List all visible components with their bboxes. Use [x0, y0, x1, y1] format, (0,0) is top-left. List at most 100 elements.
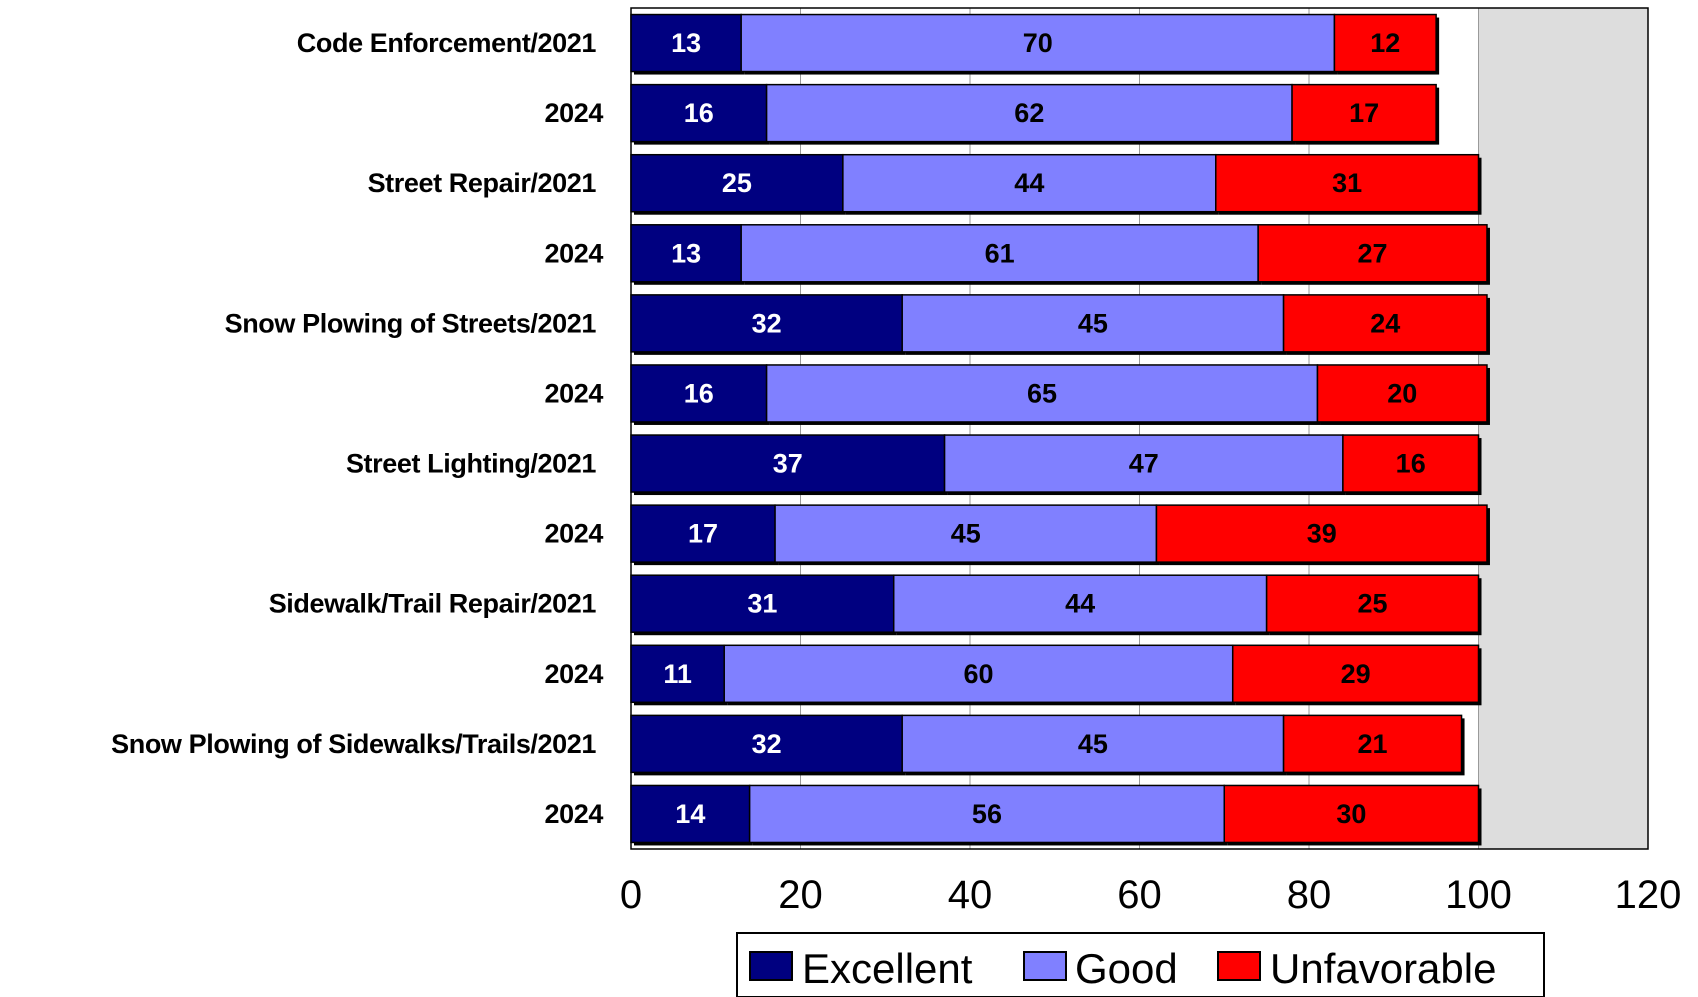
x-tick-label: 40: [948, 873, 993, 917]
plot-area-secondary: [1478, 8, 1648, 849]
category-label: Sidewalk/Trail Repair/2021: [269, 589, 597, 619]
bar-data-label: 45: [951, 519, 981, 549]
category-label: 2024: [545, 519, 604, 549]
bar-segment-unfavorable: [1333, 13, 1437, 73]
plot-area-primary: [631, 8, 1479, 849]
legend-swatch-good: [1023, 951, 1067, 981]
bars: [630, 13, 1490, 846]
bar-segment-excellent: [630, 574, 895, 633]
bar-data-label: 27: [1358, 238, 1388, 268]
bar-data-label: 30: [1336, 799, 1366, 829]
category-label: 2024: [545, 378, 604, 408]
bar-data-label: 17: [688, 519, 718, 549]
bar-segment-excellent: [630, 13, 742, 73]
category-label: 2024: [545, 238, 604, 268]
bar-segment-good: [901, 294, 1285, 353]
bar-data-label: 29: [1341, 659, 1371, 689]
category-label: 2024: [545, 799, 604, 829]
bar-data-label: 44: [1014, 168, 1044, 198]
category-label: Street Repair/2021: [368, 168, 597, 198]
bar-data-label: 13: [671, 28, 701, 58]
bar-data-label: 37: [773, 449, 803, 479]
gridlines: [630, 7, 1649, 850]
bar-data-label: 31: [1332, 168, 1362, 198]
bar-data-label: 45: [1078, 308, 1108, 338]
category-label: 2024: [545, 98, 604, 128]
x-tick-label: 20: [778, 873, 823, 917]
legend-swatch-excellent: [749, 951, 793, 981]
bar-segment-unfavorable: [1265, 574, 1480, 633]
bar-segment-excellent: [630, 294, 903, 353]
category-label: Street Lighting/2021: [346, 449, 596, 479]
bar-segment-unfavorable: [1257, 224, 1488, 283]
bar-data-label: 61: [985, 238, 1015, 268]
bar-segment-unfavorable: [1291, 83, 1437, 143]
bar-data-label: 11: [663, 659, 692, 689]
bar-data-label: 25: [722, 168, 752, 198]
x-tick-label: 100: [1445, 873, 1512, 917]
bar-segment-good: [765, 83, 1293, 143]
bar-data-label: 39: [1307, 519, 1337, 549]
bar-segment-good: [765, 364, 1319, 423]
plot-border: [630, 7, 1649, 850]
x-tick-label: 0: [620, 873, 642, 917]
plot-area: [631, 8, 1648, 849]
bar-data-label: 17: [1349, 98, 1379, 128]
bar-data-label: 16: [684, 98, 714, 128]
bar-data-label: 24: [1370, 308, 1400, 338]
legend-label-unfavorable: Unfavorable: [1270, 945, 1496, 992]
bar-segment-excellent: [630, 434, 946, 493]
bar-segment-excellent: [630, 153, 844, 213]
legend-swatch-unfavorable: [1217, 951, 1261, 981]
category-labels: Code Enforcement/2021 2024 Street Repair/2…: [111, 28, 604, 829]
bar-segment-excellent: [630, 83, 768, 143]
category-label: Snow Plowing of Streets/2021: [225, 308, 597, 338]
bar-data-label: 25: [1358, 589, 1388, 619]
bar-segment-good: [943, 434, 1344, 493]
bar-segment-unfavorable: [1155, 504, 1488, 563]
bar-data-label: 13: [671, 238, 701, 268]
bar-segment-excellent: [630, 784, 751, 844]
category-label: Snow Plowing of Sidewalks/Trails/2021: [111, 729, 596, 759]
legend-label-good: Good: [1075, 945, 1178, 992]
bar-segment-good: [901, 714, 1285, 774]
legend: Excellent Good Unfavorable: [736, 932, 1545, 997]
x-tick-label: 120: [1615, 873, 1682, 917]
category-label: Code Enforcement/2021: [297, 28, 597, 58]
bar-data-label: 44: [1065, 589, 1095, 619]
bar-segment-unfavorable: [1282, 714, 1463, 774]
bar-segment-unfavorable: [1282, 294, 1488, 353]
bar-data-label: 56: [972, 799, 1002, 829]
bar-data-label: 70: [1023, 28, 1053, 58]
bar-segment-excellent: [630, 504, 776, 563]
bar-data-label: 14: [675, 799, 705, 829]
x-axis-tick-labels: 0 20 40 60 80 100 120: [620, 873, 1682, 917]
bar-segment-excellent: [630, 364, 768, 423]
bar-segment-unfavorable: [1342, 434, 1480, 493]
legend-label-excellent: Excellent: [802, 945, 973, 992]
bar-data-label: 45: [1078, 729, 1108, 759]
bar-data-label: 32: [752, 729, 782, 759]
category-label: 2024: [545, 659, 604, 689]
data-labels: 13 70 12 16 62 17 25 44 31 13 61 27 32 45 24 16 65 20 37 47…: [663, 28, 1425, 829]
bar-segment-good: [740, 13, 1336, 73]
bar-segment-unfavorable: [1316, 364, 1488, 423]
x-tick-label: 60: [1117, 873, 1162, 917]
bar-data-label: 16: [684, 378, 714, 408]
bar-data-label: 32: [752, 308, 782, 338]
bar-data-label: 31: [747, 589, 777, 619]
bar-segment-good: [723, 644, 1234, 704]
x-tick-label: 80: [1287, 873, 1332, 917]
bar-segment-unfavorable: [1223, 784, 1480, 844]
bar-segment-good: [740, 224, 1259, 283]
bar-segment-unfavorable: [1231, 644, 1480, 704]
bar-data-label: 47: [1129, 449, 1159, 479]
bar-segment-good: [892, 574, 1268, 633]
bar-data-label: 20: [1387, 378, 1417, 408]
legend-box: [736, 932, 1545, 997]
bar-data-label: 21: [1358, 729, 1388, 759]
bar-data-label: 65: [1027, 378, 1057, 408]
bar-segment-excellent: [630, 644, 725, 704]
bar-segment-good: [842, 153, 1217, 213]
